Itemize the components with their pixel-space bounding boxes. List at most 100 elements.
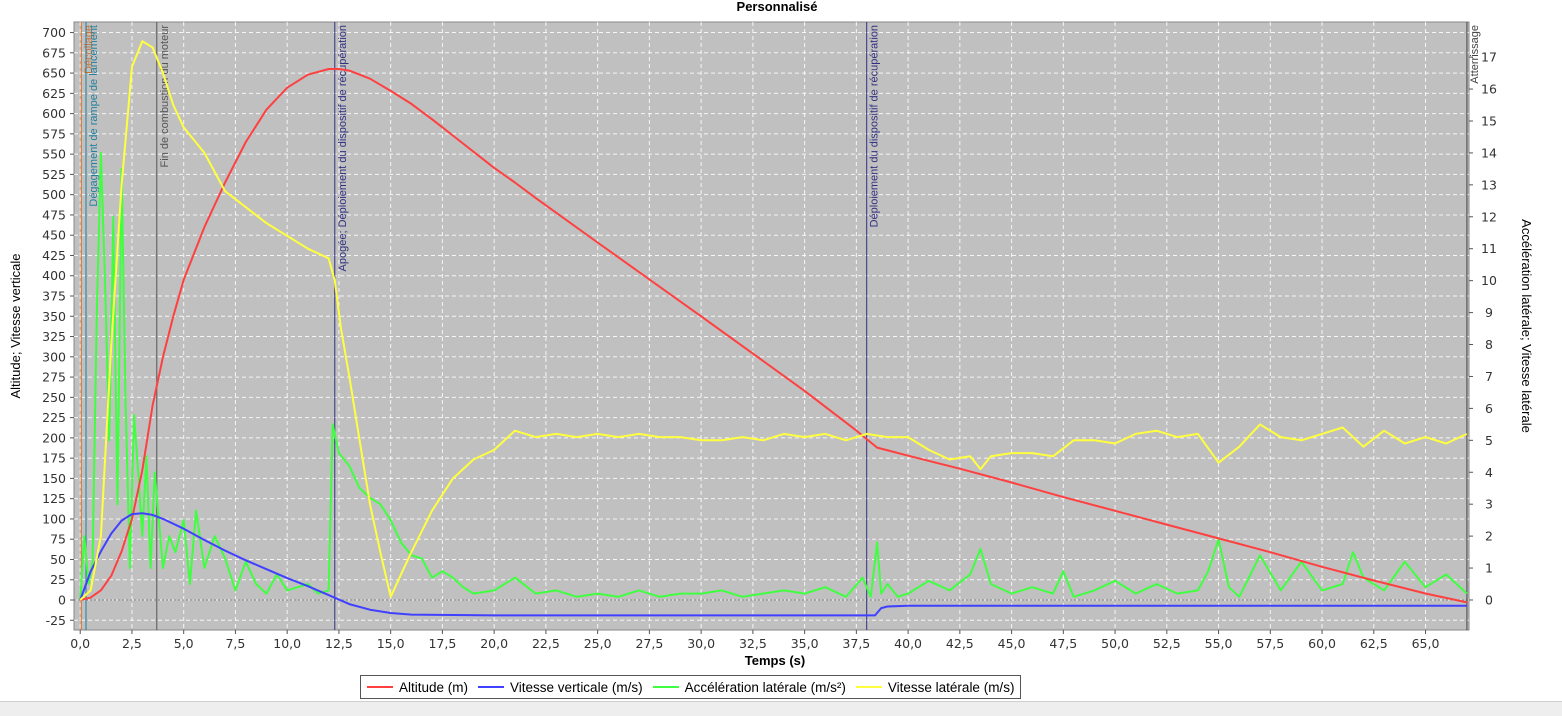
plot-area [73, 21, 1470, 631]
y-right-tick-label: 15 [1481, 113, 1497, 128]
y-axis-left: -25 0 25 50 75 100 125 150 175 200 225 250 275 300 325… [42, 25, 74, 628]
x-tick-label: 60,0 [1308, 636, 1336, 651]
legend: Altitude (m) Vitesse verticale (m/s) Acc… [360, 675, 1022, 699]
y-left-tick-label: 250 [42, 390, 66, 405]
chart-title: Personnalisé [737, 0, 818, 14]
y-right-tick-label: 11 [1481, 241, 1497, 256]
y-left-tick-label: 600 [42, 106, 66, 121]
series-line-0 [79, 68, 1468, 604]
y-right-tick-label: 13 [1481, 177, 1497, 192]
event-label: Dégagement de rampe de lancement [88, 25, 100, 207]
y-left-tick-label: 75 [50, 532, 66, 547]
x-tick-label: 25,0 [584, 636, 612, 651]
series-line-2 [79, 151, 1468, 601]
legend-swatch-lateral-accel [652, 686, 679, 688]
x-tick-label: 50,0 [1101, 636, 1129, 651]
x-tick-label: 10,0 [273, 636, 301, 651]
y-left-tick-label: 450 [42, 228, 66, 243]
x-tick-label: 27,5 [635, 636, 663, 651]
x-tick-label: 47,5 [1049, 636, 1077, 651]
x-tick-label: 40,0 [894, 636, 922, 651]
y-right-tick-label: 4 [1485, 465, 1493, 480]
x-tick-label: 65,0 [1412, 636, 1440, 651]
legend-item-vertical-speed: Vitesse verticale (m/s) [478, 680, 643, 695]
x-tick-label: 45,0 [998, 636, 1026, 651]
x-tick-label: 2,5 [122, 636, 142, 651]
y-left-tick-label: 500 [42, 187, 66, 202]
x-tick-label: 55,0 [1205, 636, 1233, 651]
y-left-tick-label: 125 [42, 491, 66, 506]
y-left-tick-label: 350 [42, 309, 66, 324]
y-left-tick-label: 650 [42, 66, 66, 81]
y-right-tick-label: 7 [1485, 369, 1493, 384]
legend-label-vertical-speed: Vitesse verticale (m/s) [510, 679, 643, 695]
y-left-tick-label: 575 [42, 126, 66, 141]
x-tick-label: 62,5 [1360, 636, 1388, 651]
x-axis: 0,0 2,5 5,0 7,5 10,0 12,5 15,0 17,5 20,0 22,5 25,0… [70, 630, 1439, 651]
legend-swatch-altitude [367, 686, 393, 688]
y-left-tick-label: 625 [42, 86, 66, 101]
y-left-tick-label: -25 [46, 613, 66, 628]
y-left-tick-label: 0 [58, 593, 66, 608]
y-right-tick-label: 10 [1481, 273, 1497, 288]
x-tick-label: 22,5 [532, 636, 560, 651]
x-tick-label: 52,5 [1153, 636, 1181, 651]
legend-swatch-vertical-speed [478, 686, 505, 688]
series-line-1 [79, 512, 1467, 617]
y-left-tick-label: 425 [42, 248, 66, 263]
x-tick-label: 37,5 [842, 636, 870, 651]
status-bar [0, 701, 1562, 716]
series-lines [79, 40, 1468, 617]
legend-label-lateral-speed: Vitesse latérale (m/s) [887, 679, 1015, 695]
y-right-tick-label: 3 [1485, 497, 1493, 512]
x-tick-label: 57,5 [1256, 636, 1284, 651]
series-line-3 [79, 40, 1468, 601]
y-right-tick-label: 17 [1481, 50, 1497, 65]
y-right-tick-label: 5 [1485, 433, 1493, 448]
x-tick-label: 35,0 [791, 636, 819, 651]
x-tick-label: 32,5 [739, 636, 767, 651]
y-left-tick-label: 675 [42, 45, 66, 60]
y-left-tick-label: 550 [42, 147, 66, 162]
y-left-tick-label: 50 [50, 552, 66, 567]
x-tick-label: 5,0 [174, 636, 194, 651]
y-right-tick-label: 9 [1485, 305, 1493, 320]
y-right-tick-label: 2 [1485, 529, 1493, 544]
x-tick-label: 17,5 [428, 636, 456, 651]
y-left-tick-label: 375 [42, 289, 66, 304]
y-left-tick-label: 300 [42, 349, 66, 364]
legend-item-lateral-accel: Accélération latérale (m/s²) [652, 679, 846, 695]
x-axis-title: Temps (s) [745, 653, 805, 668]
y-left-tick-label: 525 [42, 167, 66, 182]
x-tick-label: 15,0 [377, 636, 405, 651]
y-left-tick-label: 400 [42, 268, 66, 283]
legend-label-altitude: Altitude (m) [399, 679, 469, 695]
y-left-tick-label: 275 [42, 370, 66, 385]
y-left-tick-label: 200 [42, 430, 66, 445]
y-left-tick-label: 100 [42, 511, 66, 526]
y-axis-right-title: Accélération latérale; Vitesse latérale [1519, 219, 1534, 433]
x-tick-label: 7,5 [225, 636, 245, 651]
y-right-tick-label: 16 [1481, 82, 1497, 97]
y-left-tick-label: 475 [42, 207, 66, 222]
y-right-tick-label: 0 [1485, 592, 1493, 607]
x-tick-label: 42,5 [946, 636, 974, 651]
legend-item-altitude: Altitude (m) [367, 680, 468, 695]
event-label: Déploiement du dispositif de récupératio… [869, 25, 881, 227]
y-right-tick-label: 8 [1485, 337, 1493, 352]
legend-swatch-lateral-speed [855, 686, 882, 688]
x-tick-label: 20,0 [480, 636, 508, 651]
legend-label-lateral-accel: Accélération latérale (m/s²) [684, 679, 846, 695]
grid [74, 22, 1469, 630]
event-label: Atterrissage [1469, 25, 1481, 84]
y-axis-left-title: Altitude; Vitesse verticale [8, 254, 23, 399]
x-tick-label: 12,5 [325, 636, 353, 651]
y-left-tick-label: 225 [42, 410, 66, 425]
y-right-tick-label: 6 [1485, 401, 1493, 416]
x-tick-label: 30,0 [687, 636, 715, 651]
y-left-tick-label: 25 [50, 572, 66, 587]
y-right-tick-label: 12 [1481, 209, 1497, 224]
